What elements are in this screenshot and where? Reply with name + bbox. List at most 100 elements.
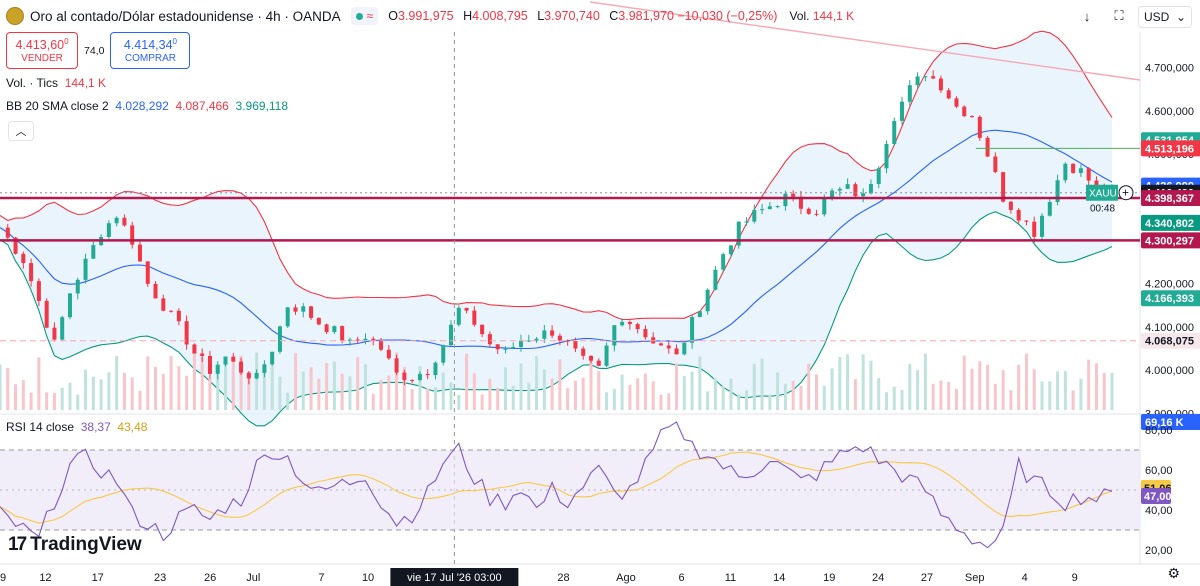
volume-bar [84, 369, 88, 410]
bar-countdown: 00:48 [1090, 204, 1115, 215]
ohlc-close-key: C [609, 9, 619, 23]
price-tick-label: 4.200,000 [1145, 279, 1194, 291]
candle-body [67, 293, 72, 318]
volume-bar [309, 367, 313, 410]
volume-bar [729, 378, 733, 410]
volume-bar [612, 388, 616, 410]
candle-body [13, 237, 18, 254]
gear-icon[interactable]: ⚙ [1167, 565, 1180, 581]
candle-body [433, 362, 438, 376]
price-tick-label: 4.000,000 [1145, 365, 1194, 377]
time-tick-label: 23 [154, 572, 166, 584]
time-tick-label: Jul [246, 572, 260, 584]
volume-bar [776, 372, 780, 410]
market-status[interactable]: ≈ [350, 7, 379, 25]
candle-body [892, 120, 897, 144]
volume-bar [511, 385, 515, 410]
candle-body [1055, 180, 1060, 202]
volume-bar [737, 394, 741, 410]
candle-body [550, 330, 555, 336]
candle-body [643, 329, 648, 338]
buy-label: COMPRAR [124, 53, 176, 65]
candle-body [192, 344, 197, 354]
rsi-tick-label: 80,00 [1145, 425, 1173, 437]
tradingview-logo[interactable]: 17 TradingView [8, 534, 142, 556]
candle-body [526, 340, 531, 342]
candle-body [635, 324, 640, 330]
volume-bar [558, 359, 562, 410]
candle-body [316, 317, 321, 325]
currency-select[interactable]: USD ⌄ [1138, 6, 1192, 28]
sell-label: VENDER [21, 53, 63, 65]
candle-body [791, 193, 796, 197]
volume-bar [488, 378, 492, 410]
volume-bar [0, 364, 2, 410]
candle-body [760, 209, 765, 211]
volume-bar [1048, 381, 1052, 410]
volume-bar [395, 352, 399, 410]
candle-body [1016, 209, 1021, 221]
candle-body [246, 372, 251, 379]
volume-bar [29, 392, 33, 410]
spread-value: 74,0 [84, 44, 105, 57]
volume-bar [68, 382, 72, 410]
price-label-text: 4.513,196 [1145, 143, 1194, 155]
candle-body [254, 372, 259, 379]
bb-basis-line [0, 129, 1113, 350]
candle-body [145, 261, 150, 284]
volume-bar [231, 361, 235, 410]
volume-bar [340, 373, 344, 410]
volume-bar [115, 356, 119, 410]
volume-bar [317, 378, 321, 410]
time-tick-label: 27 [921, 572, 933, 584]
volume-bar [301, 371, 305, 410]
price-label-text: 4.398,367 [1145, 193, 1194, 205]
add-alert-icon[interactable] [1118, 185, 1134, 201]
volume-bar [566, 388, 570, 410]
volume-bar [799, 385, 803, 410]
sell-button[interactable]: 4.413,600 VENDER [6, 32, 78, 70]
volume-bar [146, 356, 150, 410]
volume-bar [138, 390, 142, 410]
price-label-text: 4.068,075 [1145, 336, 1194, 348]
buy-button[interactable]: 4.414,340 COMPRAR [110, 32, 191, 70]
volume-bar [573, 380, 577, 410]
bb-legend[interactable]: BB 20 SMA close 2 4.028,292 4.087,466 3.… [6, 99, 288, 113]
volume-bar [970, 368, 974, 410]
volume-bar [45, 392, 49, 410]
header-volume-label: Vol. [789, 9, 810, 23]
volume-bar [783, 383, 787, 410]
volume-bar [807, 363, 811, 410]
candle-body [21, 253, 26, 264]
candle-body [985, 137, 990, 157]
ohlc-close: 3.981,970 −10,030 (−0,25%) [618, 9, 778, 23]
volume-legend[interactable]: Vol. · Tics 144,1 K [6, 76, 106, 90]
rsi-legend[interactable]: RSI 14 close 38,37 43,48 [6, 420, 147, 434]
chevron-down-icon: ⌄ [1175, 10, 1186, 24]
fullscreen-icon[interactable]: ⛶ [1114, 8, 1124, 23]
symbol-title[interactable]: Oro al contado/Dólar estadounidense · 4h… [30, 8, 341, 24]
price-label-tag [1141, 189, 1200, 206]
candle-body [1071, 163, 1076, 173]
sell-price-sup: 0 [64, 37, 69, 46]
collapse-legend-button[interactable]: ︿ [8, 121, 34, 141]
volume-bar [768, 394, 772, 410]
volume-bar [581, 377, 585, 410]
candle-body [487, 334, 492, 345]
volume-bar [527, 382, 531, 410]
volume-bar [978, 361, 982, 410]
trend-line [589, 1, 1141, 81]
candle-body [29, 263, 34, 282]
candle-body [962, 106, 967, 117]
candle-body [379, 340, 384, 350]
volume-bar [99, 379, 103, 410]
candle-body [612, 325, 617, 346]
rsi-tick-label: 20,00 [1145, 545, 1173, 557]
download-arrow-icon[interactable]: ↓ [1083, 8, 1091, 24]
candle-body [5, 227, 10, 238]
candle-body [806, 208, 811, 214]
candle-body [309, 306, 314, 318]
volume-bar [239, 355, 243, 410]
candle-body [122, 217, 127, 226]
